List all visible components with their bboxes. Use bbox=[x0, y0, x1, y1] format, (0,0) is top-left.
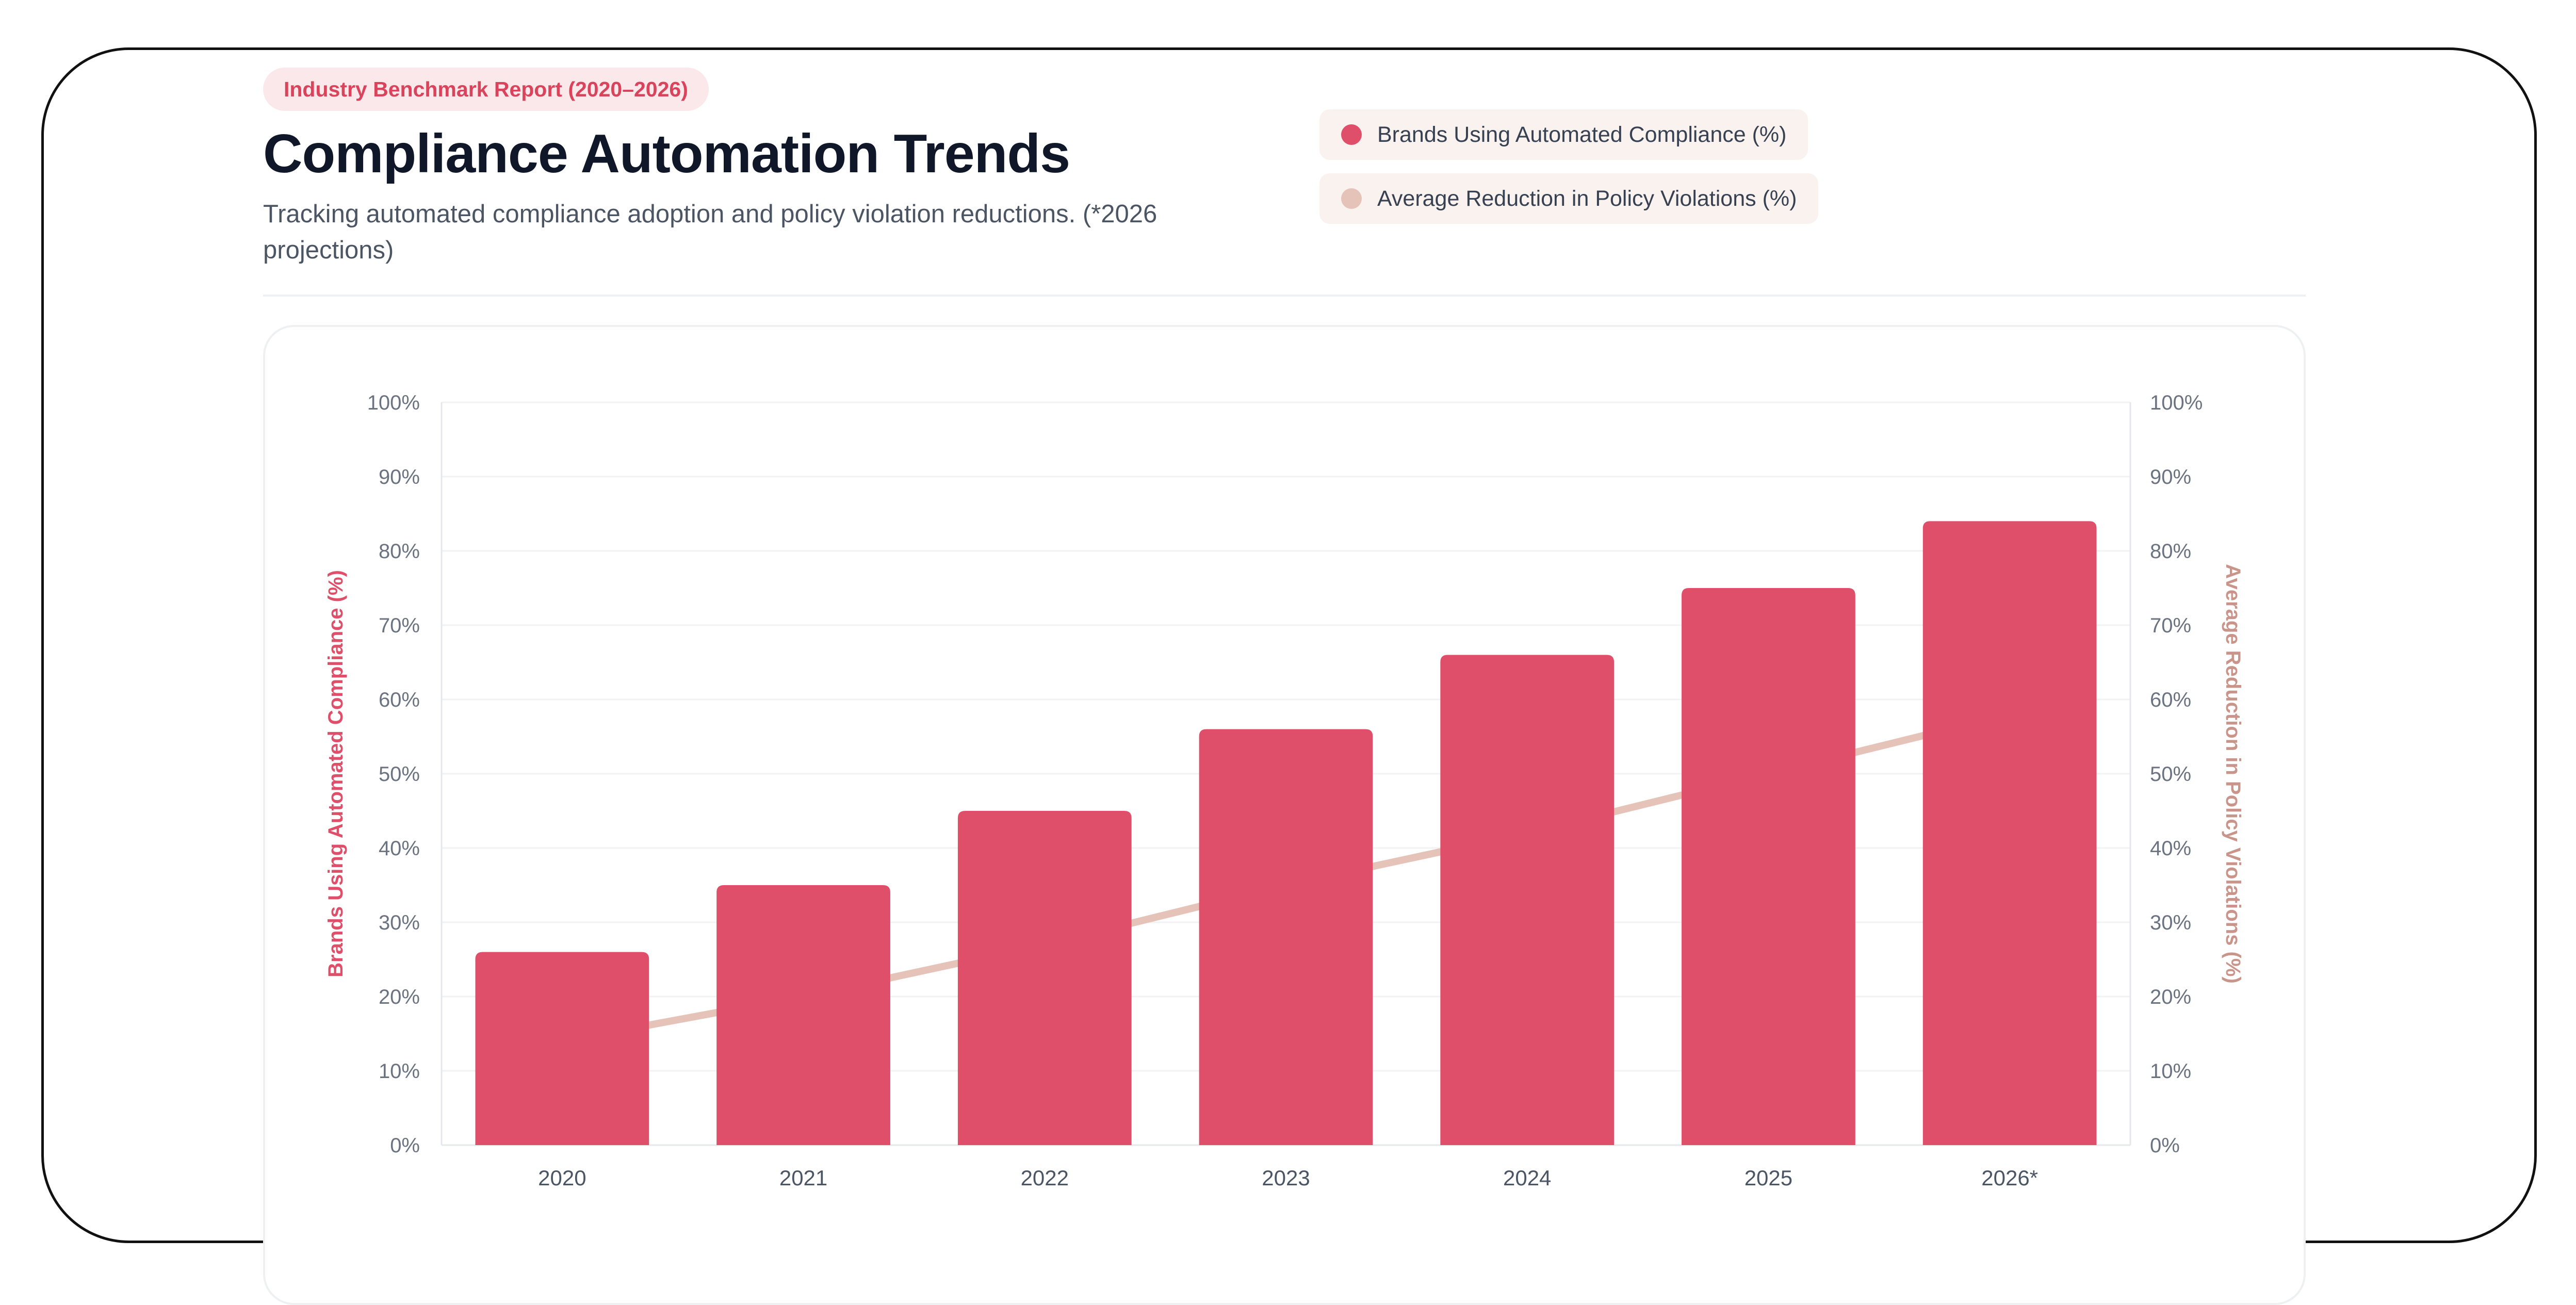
x-tick-label: 2021 bbox=[779, 1166, 827, 1190]
x-tick-label: 2020 bbox=[538, 1166, 586, 1190]
y-left-tick-label: 100% bbox=[367, 392, 420, 414]
x-tick-label: 2022 bbox=[1021, 1166, 1069, 1190]
y-right-tick-label: 90% bbox=[2150, 466, 2191, 488]
chart-svg: 0% 0% 10% 10% 20% 20% 30% 30% 40% 40% 50% 50% 60% 60%… bbox=[324, 392, 2244, 1190]
x-tick-label: 2023 bbox=[1262, 1166, 1310, 1190]
legend-swatch-brands-automated bbox=[1341, 124, 1362, 145]
bar-2024 bbox=[1440, 655, 1615, 1145]
legend-item-violation-reduction[interactable]: Average Reduction in Policy Violations (… bbox=[1319, 173, 1819, 224]
x-tick-label: 2024 bbox=[1503, 1166, 1551, 1190]
page-subtitle: Tracking automated compliance adoption a… bbox=[263, 200, 1157, 264]
y-left-tick-label: 30% bbox=[379, 911, 420, 934]
legend-label-violation-reduction: Average Reduction in Policy Violations (… bbox=[1377, 186, 1797, 211]
y-right-axis-title: Average Reduction in Policy Violations (… bbox=[2222, 564, 2244, 984]
bar-2025 bbox=[1682, 588, 1855, 1145]
bar-2021 bbox=[716, 885, 890, 1145]
legend-label-brands-automated: Brands Using Automated Compliance (%) bbox=[1377, 122, 1787, 147]
y-left-tick-label: 60% bbox=[379, 689, 420, 711]
y-right-tick-label: 40% bbox=[2150, 837, 2191, 860]
y-right-tick-label: 80% bbox=[2150, 540, 2191, 563]
legend-swatch-violation-reduction bbox=[1341, 188, 1362, 209]
y-left-tick-label: 50% bbox=[379, 763, 420, 786]
y-left-tick-label: 70% bbox=[379, 614, 420, 637]
y-left-tick-label: 20% bbox=[379, 986, 420, 1008]
bar-2023 bbox=[1199, 729, 1373, 1145]
x-tick-label: 2025 bbox=[1744, 1166, 1792, 1190]
y-left-tick-label: 0% bbox=[390, 1134, 420, 1157]
y-left-tick-label: 10% bbox=[379, 1060, 420, 1083]
y-right-tick-label: 20% bbox=[2150, 986, 2191, 1008]
y-left-axis-title: Brands Using Automated Compliance (%) bbox=[324, 570, 347, 977]
bar-2022 bbox=[957, 811, 1132, 1145]
chart-card: 0% 0% 10% 10% 20% 20% 30% 30% 40% 40% 50% 50% 60% 60%… bbox=[263, 325, 2306, 1305]
x-tick-label: 2026* bbox=[1981, 1166, 2038, 1190]
y-right-tick-label: 10% bbox=[2150, 1060, 2191, 1083]
bar-2020 bbox=[475, 952, 649, 1145]
y-left-tick-label: 90% bbox=[379, 466, 420, 488]
chart-legend: Brands Using Automated Compliance (%) Av… bbox=[1319, 109, 1819, 237]
y-right-tick-label: 70% bbox=[2150, 614, 2191, 637]
report-badge: Industry Benchmark Report (2020–2026) bbox=[263, 68, 709, 111]
bar-2026* bbox=[1922, 521, 2097, 1145]
y-right-tick-label: 50% bbox=[2150, 763, 2191, 786]
legend-item-brands-automated[interactable]: Brands Using Automated Compliance (%) bbox=[1319, 109, 1808, 160]
y-left-tick-label: 80% bbox=[379, 540, 420, 563]
header-divider bbox=[263, 295, 2306, 297]
y-right-tick-label: 60% bbox=[2150, 689, 2191, 711]
y-left-tick-label: 40% bbox=[379, 837, 420, 860]
y-right-tick-label: 30% bbox=[2150, 911, 2191, 934]
page-title: Compliance Automation Trends bbox=[263, 123, 1070, 184]
y-right-tick-label: 100% bbox=[2150, 392, 2203, 414]
y-right-tick-label: 0% bbox=[2150, 1134, 2180, 1157]
